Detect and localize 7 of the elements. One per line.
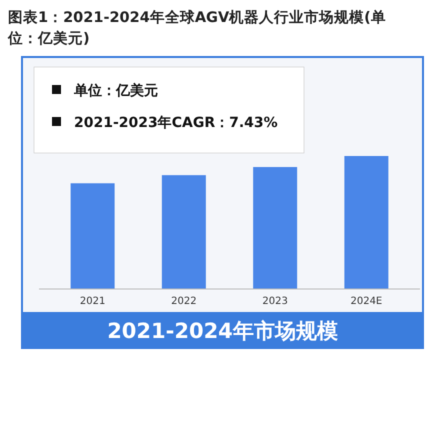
- x-tick-label: 2023: [262, 296, 288, 307]
- title: 图表1：2021-2024年全球AGV机器人行业市场规模(单位：亿美元): [8, 10, 386, 47]
- x-axis-title: 2021-2024年市场规模: [107, 319, 338, 343]
- annotations: 单位：亿美元 2021-2023年CAGR：7.43%: [34, 66, 304, 154]
- x-tick-label: 2021: [80, 296, 106, 307]
- x-tick-label: 2022: [171, 296, 197, 307]
- x-tick-label: 2024E: [350, 296, 382, 307]
